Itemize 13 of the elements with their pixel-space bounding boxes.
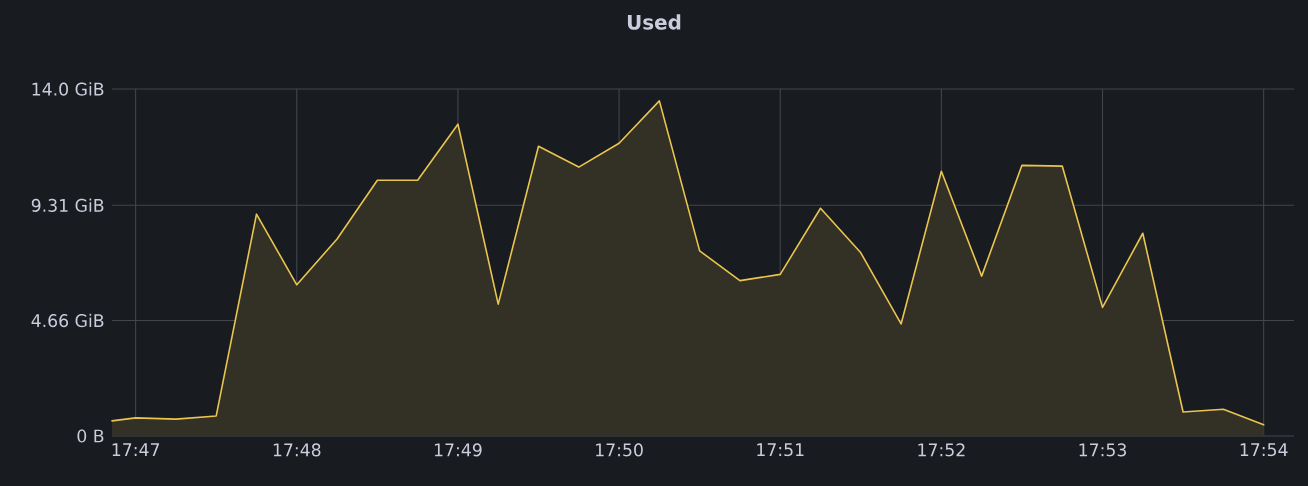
- chart-title: Used: [627, 14, 681, 30]
- x-tick-label: 17:47: [112, 443, 160, 456]
- x-tick-label: 17:49: [434, 443, 482, 457]
- x-tick-label: 17:51: [757, 443, 804, 457]
- x-tick-label: 17:54: [1240, 443, 1288, 457]
- x-tick-label: 17:50: [596, 443, 643, 457]
- y-tick-label: 0 B: [77, 429, 104, 443]
- x-tick-label: 17:53: [1079, 443, 1126, 457]
- x-tick-label: 17:52: [918, 443, 965, 457]
- y-tick-label: 4.66 GiB: [31, 313, 104, 328]
- y-tick-label: 14.0 GiB: [32, 82, 104, 96]
- x-tick-label: 17:48: [273, 443, 321, 457]
- y-tick-label: 9.31 GiB: [31, 198, 104, 212]
